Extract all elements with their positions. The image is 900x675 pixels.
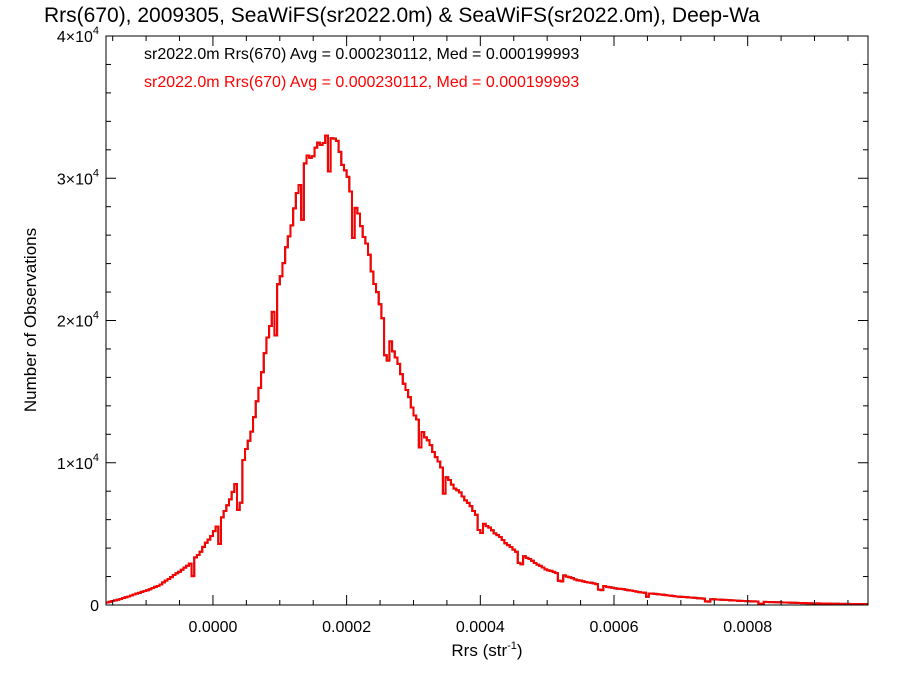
legend-entry-2: sr2022.0m Rrs(670) Avg = 0.000230112, Me… (144, 74, 579, 91)
y-tick-label: 0 (90, 598, 99, 615)
x-tick-label: 0.0004 (456, 619, 505, 636)
y-tick-label: 3×104 (57, 167, 99, 188)
y-tick-label: 1×104 (57, 452, 99, 473)
chart-title: Rrs(670), 2009305, SeaWiFS(sr2022.0m) & … (44, 4, 760, 27)
histogram-series-2 (106, 134, 868, 606)
x-tick-label: 0.0000 (188, 619, 237, 636)
x-tick-label: 0.0002 (322, 619, 371, 636)
y-axis-label: Number of Observations (21, 228, 40, 412)
series-layer (106, 134, 868, 606)
legend: sr2022.0m Rrs(670) Avg = 0.000230112, Me… (144, 46, 579, 91)
x-tick-label: 0.0006 (590, 619, 639, 636)
x-tick-label: 0.0008 (723, 619, 772, 636)
legend-entry-1: sr2022.0m Rrs(670) Avg = 0.000230112, Me… (144, 46, 579, 63)
y-tick-label: 2×104 (57, 310, 99, 331)
x-axis: 0.0000 0.0002 0.0004 0.0006 0.0008 (112, 36, 849, 636)
y-tick-label: 4×104 (57, 25, 99, 46)
x-axis-label-superscript: -1 (507, 640, 517, 652)
y-axis: 0 1×104 2×104 3×104 4×104 (57, 25, 868, 615)
x-axis-label: Rrs (str-1) (451, 640, 522, 660)
